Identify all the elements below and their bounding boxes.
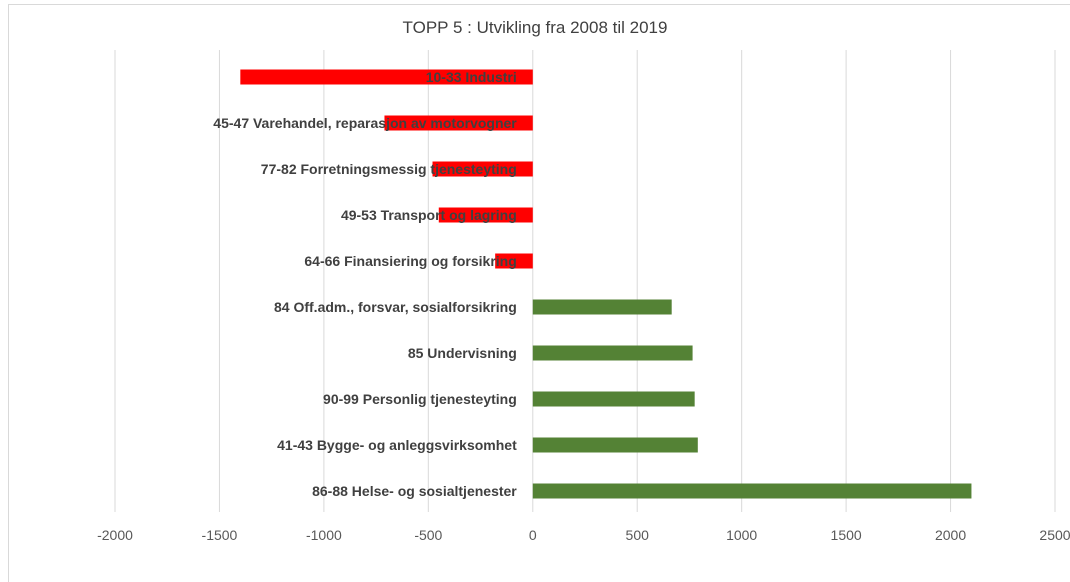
bars [240,69,972,499]
category-label: 10-33 Industri [426,69,517,85]
x-tick-label: 2500 [1039,527,1070,543]
x-tick-label: -2000 [97,527,133,543]
category-label: 41-43 Bygge- og anleggsvirksomhet [277,437,517,453]
x-tick-labels: -2000 -1500 -1000 -500 0 500 1000 1500 2000 2500 [97,527,1070,543]
x-tick-label: 1500 [831,527,862,543]
chart-title: TOPP 5 : Utvikling fra 2008 til 2019 [402,18,668,37]
category-label: 77-82 Forretningsmessig tjenesteyting [261,161,517,177]
category-label: 90-99 Personlig tjenesteyting [323,391,517,407]
category-labels: 10-33 Industri 45-47 Varehandel, reparasj… [213,69,517,499]
category-label: 49-53 Transport og lagring [341,207,517,223]
bar [532,483,972,499]
bar [438,207,533,223]
bar [384,115,533,131]
category-label: 64-66 Finansiering og forsikring [304,253,516,269]
bar [532,391,695,407]
category-label: 85 Undervisning [408,345,517,361]
bar [432,161,533,177]
x-tick-label: -1500 [202,527,238,543]
bar [495,253,533,269]
x-tick-label: 2000 [935,527,966,543]
x-tick-label: 0 [529,527,537,543]
bar [532,345,693,361]
x-tick-label: 500 [626,527,650,543]
category-label: 45-47 Varehandel, reparasjon av motorvog… [213,115,517,131]
bar [240,69,533,85]
x-tick-label: -1000 [306,527,342,543]
category-label: 86-88 Helse- og sosialtjenester [312,483,517,499]
x-tick-label: -500 [414,527,442,543]
chart-frame [8,4,1070,582]
bar [532,437,698,453]
category-label: 84 Off.adm., forsvar, sosialforsikring [274,299,517,315]
bar [532,299,672,315]
x-tick-label: 1000 [726,527,757,543]
